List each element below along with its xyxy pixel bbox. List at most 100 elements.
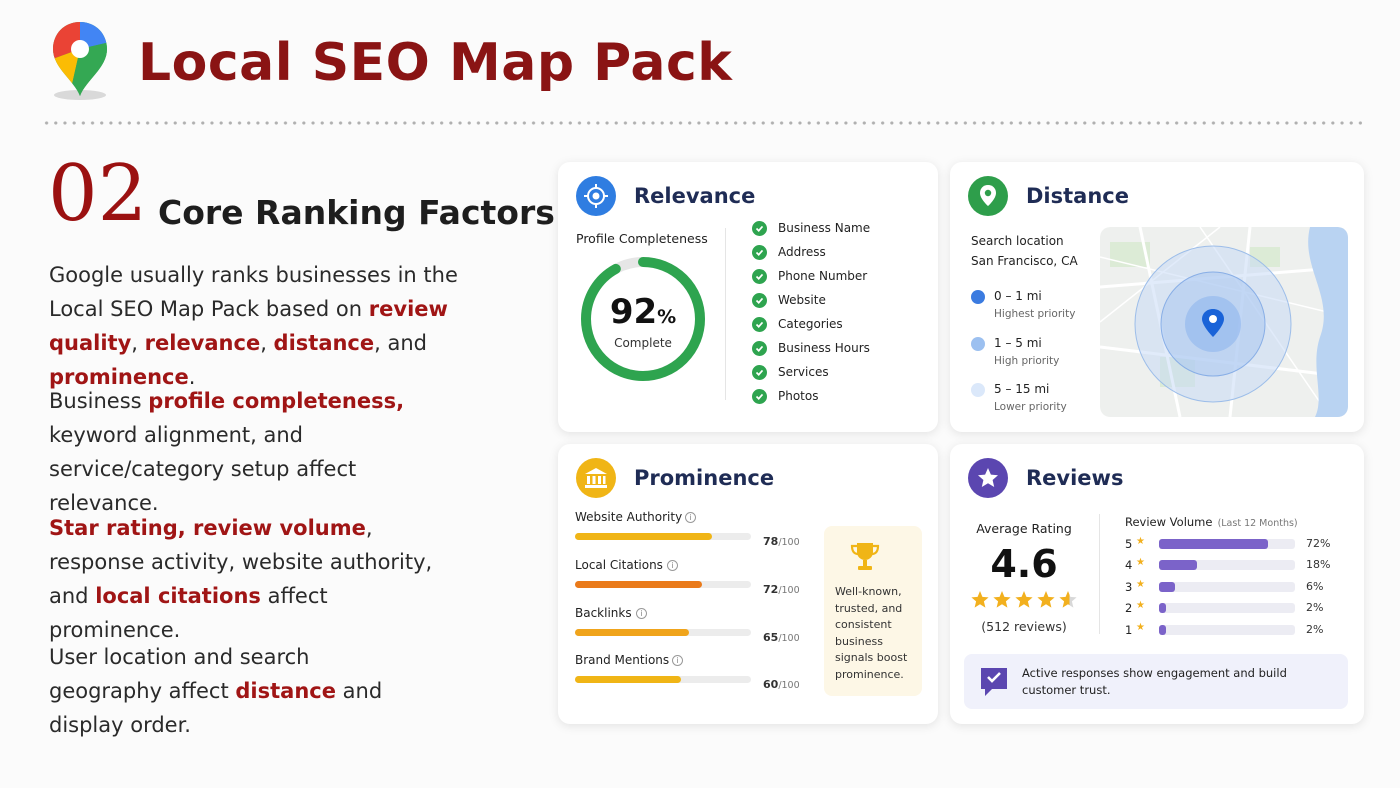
section-title: Core Ranking Factors (158, 193, 555, 232)
checklist-item: Categories (752, 314, 843, 334)
highlight-star-rating: Star rating, review volume (49, 516, 366, 540)
star-icon (1015, 591, 1033, 608)
review-volume-label: Review Volume (1125, 515, 1213, 529)
divider (1099, 514, 1100, 634)
engagement-text: Active responses show engagement and bui… (1022, 666, 1287, 697)
checklist-item: Photos (752, 386, 818, 406)
star-icon: ★ (1136, 536, 1145, 547)
highlight-review-quality: review quality (49, 297, 448, 355)
highlight-distance: distance (235, 679, 336, 703)
checklist-label: Business Hours (778, 341, 870, 355)
star-icon: ★ (1136, 557, 1145, 568)
range-value: 5 – 15 mi (994, 382, 1050, 396)
star-level: 1 (1125, 623, 1133, 637)
score-value: 60 (763, 678, 779, 691)
checklist-label: Phone Number (778, 269, 868, 283)
checklist-label: Categories (778, 317, 843, 331)
star-icon (1037, 591, 1055, 608)
text: Business (49, 389, 149, 413)
text: and display order. (49, 679, 383, 737)
text: , response activity, website authority, … (49, 516, 433, 608)
checklist-label: Address (778, 245, 826, 259)
info-icon[interactable]: i (667, 560, 678, 571)
text: , and (374, 331, 427, 355)
text: . (188, 365, 196, 389)
metric-score: 65/100 (763, 626, 800, 645)
checklist-label: Website (778, 293, 826, 307)
review-percent: 2% (1306, 601, 1324, 614)
completeness-ring (581, 257, 705, 381)
review-bar-fill (1159, 625, 1166, 635)
metric-label: Local Citations (575, 558, 663, 572)
star-level: 3 (1125, 580, 1133, 594)
search-location-label: Search location (971, 234, 1064, 248)
percent-sign: % (657, 306, 677, 328)
profile-completeness-label: Profile Completeness (576, 231, 708, 246)
star-level: 5 (1125, 537, 1133, 551)
review-percent: 6% (1306, 580, 1324, 593)
metric-bar-track (575, 533, 751, 540)
trophy-icon (850, 543, 880, 570)
score-value: 65 (763, 631, 779, 644)
checklist-label: Photos (778, 389, 819, 403)
metric-bar-track (575, 629, 751, 636)
text: User location and search geography affec… (49, 645, 310, 703)
metric-label: Backlinks (575, 606, 632, 620)
range-value: 1 – 5 mi (994, 336, 1042, 350)
average-rating-value: 4.6 (990, 542, 1058, 586)
info-icon[interactable]: i (636, 608, 647, 619)
check-icon (752, 364, 767, 380)
score-max: /100 (778, 633, 800, 644)
engagement-banner: Active responses show engagement and bui… (964, 654, 1348, 709)
star-rating (971, 591, 1077, 608)
score-max: /100 (778, 585, 800, 596)
ring-progress (581, 257, 705, 381)
prominence-callout: Well-known, trusted, and consistent busi… (824, 526, 922, 696)
reviews-title: Reviews (1026, 466, 1124, 490)
reviews-card: Reviews Average Rating 4.6 (512 reviews)… (950, 444, 1364, 724)
section-number: 02 (48, 149, 148, 239)
review-bar-fill (1159, 560, 1198, 570)
review-bar-track (1159, 603, 1295, 613)
percent-number: 92 (609, 292, 658, 332)
search-location-value: San Francisco, CA (971, 254, 1078, 268)
highlight-distance: distance (273, 331, 375, 355)
info-icon[interactable]: i (672, 655, 683, 666)
chat-response-icon (981, 668, 1007, 696)
average-rating-label: Average Rating (976, 521, 1072, 536)
highlight-local-citations: local citations (95, 584, 261, 608)
highlight-prominence: prominence (49, 365, 189, 389)
distance-title: Distance (1026, 184, 1129, 208)
metric-bar-track (575, 676, 751, 683)
range-priority: High priority (994, 355, 1060, 367)
score-max: /100 (778, 680, 800, 691)
map-graphic (1100, 227, 1348, 417)
review-volume-period: (Last 12 Months) (1217, 518, 1298, 529)
review-bar-fill (1159, 539, 1268, 549)
check-icon (752, 268, 767, 284)
review-bar-fill (1159, 582, 1176, 592)
star-icon: ★ (1136, 579, 1145, 590)
score-value: 72 (763, 583, 779, 596)
percent-caption: Complete (614, 336, 672, 350)
paragraph-ranking: Google usually ranks businesses in the L… (49, 258, 489, 394)
star-icon (971, 591, 989, 608)
range-priority: Highest priority (994, 308, 1076, 320)
review-volume-header: Review Volume (Last 12 Months) (1125, 511, 1298, 530)
info-icon[interactable]: i (685, 512, 696, 523)
check-icon (752, 220, 767, 236)
star-icon (993, 591, 1011, 608)
review-count: (512 reviews) (981, 619, 1067, 634)
prominence-card: Prominence Website Authority i 78/100 Lo… (558, 444, 938, 724)
review-bar-track (1159, 539, 1295, 549)
metric-bar-fill (575, 629, 690, 636)
review-percent: 18% (1306, 558, 1331, 571)
metric-label: Brand Mentions (575, 653, 670, 667)
text: , (131, 331, 145, 355)
text: keyword alignment, and service/category … (49, 423, 357, 515)
star-icon: ★ (1136, 600, 1145, 611)
metric-bar-fill (575, 676, 681, 683)
check-icon (752, 340, 767, 356)
prominence-title: Prominence (634, 466, 775, 490)
checklist-item: Website (752, 290, 826, 310)
